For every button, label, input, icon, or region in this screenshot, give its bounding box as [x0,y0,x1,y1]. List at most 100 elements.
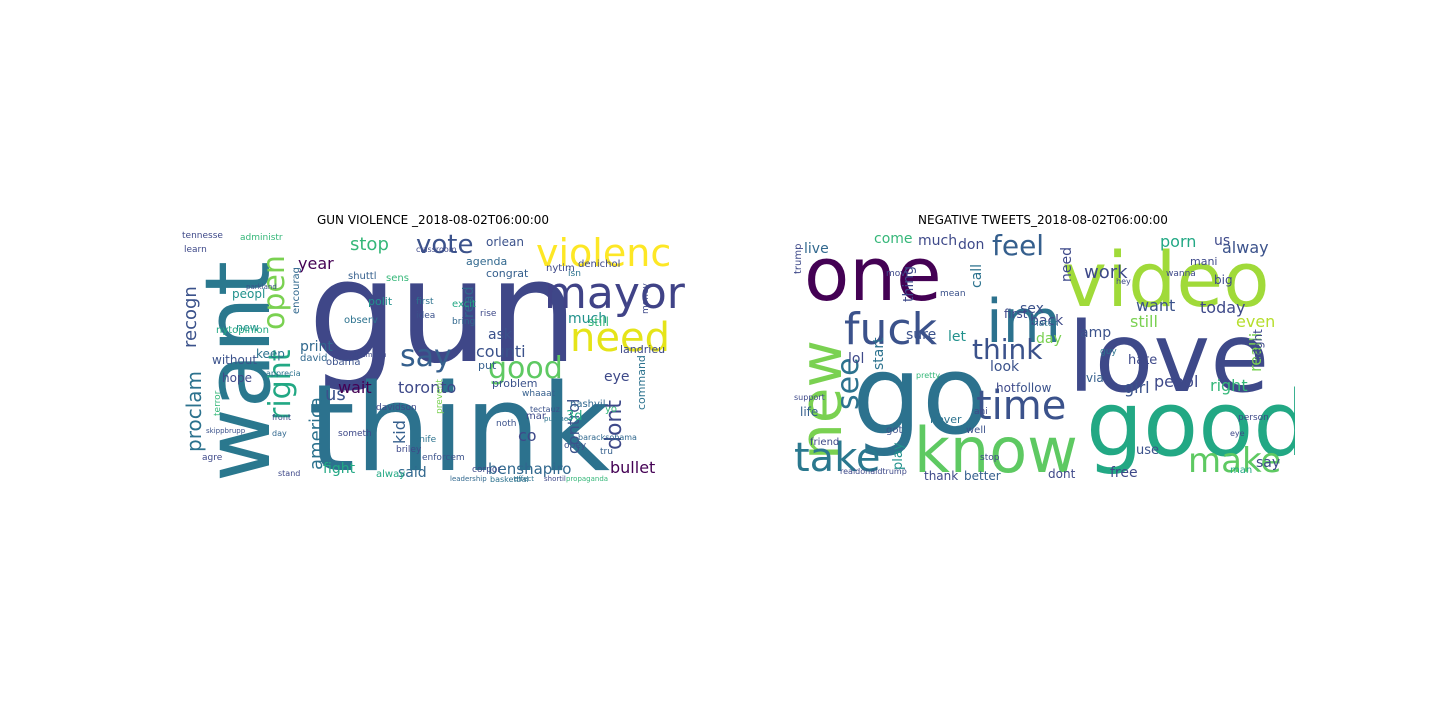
cloud-word: observ [344,315,378,326]
cloud-word: realdonaldtrump [840,467,907,476]
cloud-word: alway [1222,238,1269,257]
cloud-word: corpor [472,465,502,475]
cloud-word: good [1086,372,1295,477]
cloud-word: leadership [450,475,487,483]
cloud-title-gun-violence: GUN VIOLENCE _2018-08-02T06:00:00 [316,213,550,227]
cloud-word: print [300,339,333,355]
cloud-word: agre [202,453,223,463]
cloud-word: skippbrupp [206,427,246,435]
cloud-word: prevent [435,379,445,414]
cloud-word: big [1214,273,1233,287]
cloud-word: parkland [246,283,277,291]
cloud-word: proclam [182,370,206,452]
cloud-word: use [1136,443,1160,458]
cloud-word: know [914,414,1078,483]
cloud-word: agenda [466,255,508,268]
cloud-word: denichol [578,259,621,270]
cloud-word: tennesse [182,231,223,241]
cloud-word: day [1036,331,1062,347]
cloud-word: yo [605,404,618,415]
cloud-word: person [1238,413,1269,423]
cloud-word: today [1200,298,1246,317]
cloud-word: say [400,339,452,374]
cloud-word: front [272,413,292,422]
cloud-word: keep [256,347,285,361]
cloud-word: tectauz [530,405,560,414]
cloud-word: start [871,337,887,370]
cloud-word: sens [386,273,409,284]
cloud-word: still [1130,312,1158,331]
cloud-word: sure [906,327,937,343]
cloud-word: us [1214,233,1231,249]
cloud-word: let [948,329,966,345]
cloud-word: co [518,426,537,445]
cloud-word: don [958,237,985,253]
cloud-word: polit [368,295,393,308]
cloud-word: mayor [544,268,685,319]
cloud-word: say [1256,455,1281,471]
cloud-word: vote [416,230,474,260]
cloud-word: good [488,351,563,386]
cloud-word: day [272,429,287,438]
cloud-word: feel [992,230,1045,262]
cloud-word: landrieu [620,343,666,356]
cloud-word: man [1230,465,1253,476]
cloud-word: much [918,233,958,249]
cloud-word: go [852,331,990,459]
cloud-word: fight [323,461,356,477]
cloud-word: effect [514,475,535,483]
cloud-word: someth [338,429,372,439]
word-cloud-negative-tweets: one video love go good know new fuck im time take t… [790,230,1295,483]
cloud-word: via [1086,371,1104,385]
cloud-word: follow [1016,381,1052,395]
cloud-word: stop [980,453,1000,463]
cloud-word: shuttl [348,271,377,282]
cloud-word: amp [1080,325,1112,341]
cloud-word: obey [564,441,587,451]
word-cloud-gun-violence: gun think want violenc mayor need vote open righ… [180,230,685,483]
cloud-word: want [1136,296,1176,315]
cloud-word: im [986,287,1062,357]
cloud-word: whaaat [522,389,556,399]
cloud-word: administr [240,233,283,243]
cloud-word: wait [338,378,372,397]
cloud-word: come [874,231,913,247]
cloud-word: alway [376,469,406,480]
cloud-word: much [568,311,608,327]
cloud-word: kid [390,420,409,444]
cloud-word: ani [974,407,988,417]
cloud-word: america [306,397,327,470]
cloud-word: first [416,297,434,307]
cloud-word: gun [308,230,579,395]
cloud-word: year [298,254,334,273]
cloud-word: bullet [610,458,656,477]
cloud-word: basketbal [490,475,529,484]
cloud-word: dont [1048,467,1076,481]
cloud-word: still [588,315,609,329]
cloud-word: eye [604,369,630,385]
cloud-word: free [1110,465,1138,481]
cloud-word: apprecia [266,369,301,378]
cloud-word: problem [492,377,538,390]
cloud-word: need [570,315,670,361]
cloud-word: davidson [376,403,417,413]
cloud-word: porn [1160,232,1197,251]
cloud-word: propaganda [566,475,609,483]
cloud-word: hey [1116,277,1131,286]
cloud-word: tru [600,447,613,457]
cloud-word: need [1059,247,1075,282]
cloud-word: even [1236,312,1276,331]
cloud-word: classroom [416,245,457,254]
cloud-word: wanna [1166,269,1196,279]
cloud-word: live [804,241,829,257]
cloud-word: violenc [536,231,672,275]
cloud-word: briley [396,445,422,455]
cloud-word: knife [414,435,437,445]
cloud-word: one [804,232,942,318]
cloud-word: encourag [291,266,302,314]
cloud-word: mean [940,289,966,299]
cloud-word: play [891,442,906,470]
cloud-word: night [1251,329,1265,360]
cloud-word: 3d [566,409,583,424]
cloud-word: nytopinion [216,325,269,336]
